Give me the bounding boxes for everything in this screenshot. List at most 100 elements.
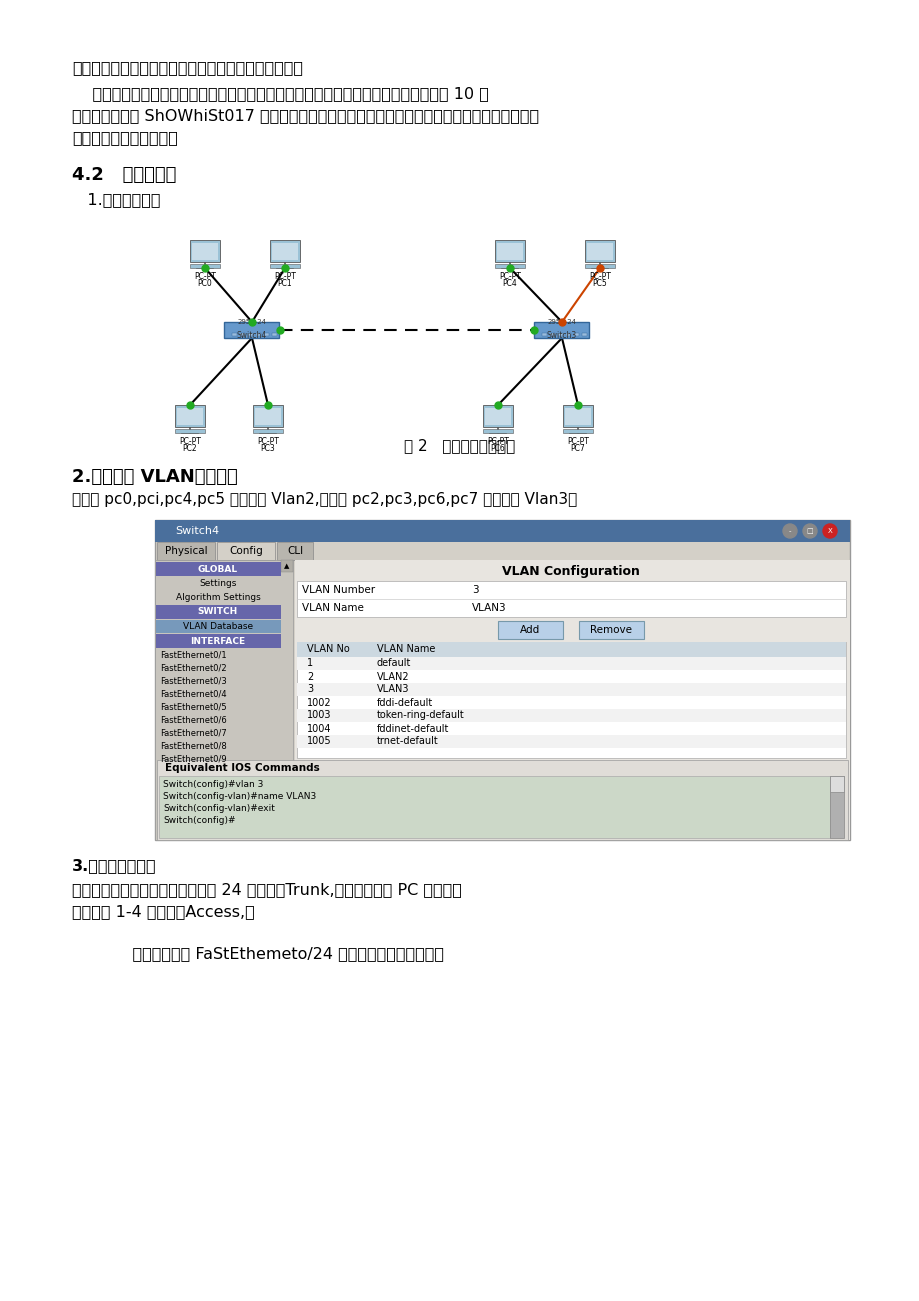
Text: Switch(config)#vlan 3: Switch(config)#vlan 3 [163, 781, 263, 788]
Text: Physical: Physical [165, 546, 207, 556]
Bar [586, 243, 612, 260]
Text: FastEthernet0/9: FastEthernet0/9 [160, 755, 226, 764]
Bar [154, 520, 849, 840]
Text: INTERFACE: INTERFACE [190, 636, 245, 645]
Bar [277, 543, 312, 559]
Bar [297, 657, 845, 670]
Text: fddinet-default: fddinet-default [377, 723, 448, 734]
Bar [156, 621, 280, 634]
Bar [297, 641, 845, 657]
Text: 模式最近使用到的命令。: 模式最近使用到的命令。 [72, 130, 177, 144]
Circle shape [823, 524, 836, 539]
Text: PC-PT: PC-PT [486, 437, 508, 446]
Text: FastEthernet0/3: FastEthernet0/3 [160, 677, 226, 686]
Text: 2950-24: 2950-24 [547, 319, 576, 325]
Text: 3: 3 [307, 684, 312, 695]
Text: PC5: PC5 [592, 278, 607, 288]
Circle shape [802, 524, 816, 539]
Text: Switch4: Switch4 [236, 330, 267, 340]
Text: PC2: PC2 [183, 444, 197, 453]
Text: 3: 3 [471, 585, 478, 595]
Bar [829, 775, 843, 838]
Text: VLAN Name: VLAN Name [377, 644, 435, 654]
Text: PC0: PC0 [198, 278, 212, 288]
Bar [565, 333, 571, 336]
Text: 2.填加设置 VLAN，如下：: 2.填加设置 VLAN，如下： [72, 468, 237, 487]
Bar [578, 621, 643, 639]
Bar [297, 641, 845, 758]
Text: 图 2   交换机实验拓扑图: 图 2 交换机实验拓扑图 [404, 438, 515, 453]
Text: PC1: PC1 [278, 278, 292, 288]
FancyBboxPatch shape [562, 405, 593, 427]
Text: SWITCH: SWITCH [198, 608, 238, 617]
FancyBboxPatch shape [175, 405, 205, 427]
Bar [154, 559, 292, 840]
FancyBboxPatch shape [224, 323, 279, 338]
Text: 1.网络拓扑图：: 1.网络拓扑图： [72, 193, 160, 207]
Bar [269, 264, 300, 268]
Text: X: X [827, 528, 832, 533]
Bar [159, 775, 829, 838]
Text: VLAN2: VLAN2 [377, 671, 409, 682]
Text: trnet-default: trnet-default [377, 736, 438, 747]
Bar [272, 243, 298, 260]
Bar [156, 605, 280, 619]
Text: （交换机与交换机之间连接，通过 24 号端口：Trunk,交换机与每台 PC 主机的连: （交换机与交换机之间连接，通过 24 号端口：Trunk,交换机与每台 PC 主… [72, 882, 461, 896]
Bar [558, 333, 562, 336]
Text: VLAN Number: VLAN Number [301, 585, 375, 595]
Text: FastEthernet0/7: FastEthernet0/7 [160, 729, 226, 738]
Text: PC-PT: PC-PT [179, 437, 200, 446]
Text: 4.2   配置交换机: 4.2 配置交换机 [72, 167, 176, 183]
Text: Switch4: Switch4 [175, 526, 219, 536]
Text: Config: Config [229, 546, 263, 556]
Bar [584, 264, 614, 268]
Text: FastEthernet0/6: FastEthernet0/6 [160, 716, 226, 725]
Bar [255, 333, 261, 336]
Text: token-ring-default: token-ring-default [377, 710, 464, 721]
Text: FastEthernet0/5: FastEthernet0/5 [160, 703, 226, 712]
Bar [192, 243, 218, 260]
Text: Algorithm Settings: Algorithm Settings [176, 593, 260, 602]
Text: 默认情况下，命令历史记录功能启用，系统会在其历史记录缓冲区中记录最近输入的 10 条: 默认情况下，命令历史记录功能启用，系统会在其历史记录缓冲区中记录最近输入的 10… [72, 86, 488, 101]
Text: 1002: 1002 [307, 697, 331, 708]
Text: default: default [377, 658, 411, 669]
Bar [564, 409, 590, 425]
FancyBboxPatch shape [534, 323, 589, 338]
Text: PC-PT: PC-PT [566, 437, 588, 446]
Bar [157, 543, 215, 559]
Bar [280, 559, 292, 572]
Text: VLAN3: VLAN3 [471, 602, 506, 613]
Text: PC-PT: PC-PT [194, 272, 216, 281]
Bar [496, 243, 522, 260]
Text: GLOBAL: GLOBAL [198, 565, 238, 574]
Text: PC4: PC4 [502, 278, 516, 288]
Bar [484, 409, 510, 425]
Bar [156, 634, 280, 648]
FancyBboxPatch shape [190, 239, 220, 262]
Bar [264, 333, 268, 336]
Text: Add: Add [520, 624, 540, 635]
Text: VLAN Configuration: VLAN Configuration [502, 565, 640, 578]
Bar [297, 582, 845, 617]
Bar [232, 333, 237, 336]
Bar [550, 333, 554, 336]
FancyBboxPatch shape [269, 239, 300, 262]
Bar [272, 333, 277, 336]
Text: Equivalent IOS Commands: Equivalent IOS Commands [165, 762, 320, 773]
Text: CLI: CLI [287, 546, 302, 556]
Bar [829, 775, 843, 792]
FancyBboxPatch shape [253, 405, 283, 427]
Bar [582, 333, 586, 336]
Text: Switch(config)#: Switch(config)# [163, 816, 235, 825]
Bar [248, 333, 253, 336]
Text: Remove: Remove [590, 624, 632, 635]
Text: VLAN Database: VLAN Database [183, 622, 253, 631]
Bar [240, 333, 244, 336]
Text: 两个交换机的 FaStEthemeto/24 接口都设置成下面那样：: 两个交换机的 FaStEthemeto/24 接口都设置成下面那样： [112, 946, 444, 961]
Bar [297, 683, 845, 696]
Bar [190, 264, 220, 268]
Bar [253, 429, 283, 433]
Text: 1004: 1004 [307, 723, 331, 734]
Text: 2950-24: 2950-24 [237, 319, 267, 325]
Bar [295, 559, 849, 840]
